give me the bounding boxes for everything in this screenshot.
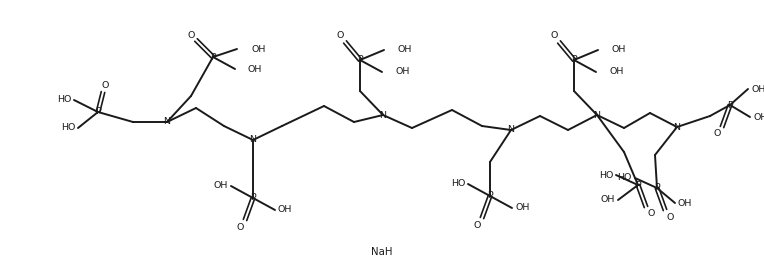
Text: OH: OH: [515, 204, 529, 212]
Text: NaH: NaH: [371, 247, 393, 257]
Text: O: O: [714, 130, 720, 138]
Text: OH: OH: [678, 198, 692, 208]
Text: HO: HO: [57, 95, 71, 105]
Text: P: P: [96, 108, 101, 117]
Text: P: P: [357, 56, 363, 64]
Text: O: O: [550, 31, 558, 40]
Text: HO: HO: [451, 179, 465, 189]
Text: OH: OH: [278, 205, 293, 215]
Text: OH: OH: [601, 195, 615, 205]
Text: HO: HO: [599, 170, 613, 179]
Text: P: P: [727, 101, 733, 109]
Text: O: O: [102, 80, 108, 89]
Text: OH: OH: [611, 46, 626, 54]
Text: O: O: [647, 209, 655, 218]
Text: N: N: [507, 125, 514, 134]
Text: OH: OH: [247, 64, 261, 73]
Text: N: N: [250, 136, 257, 144]
Text: O: O: [666, 212, 674, 221]
Text: N: N: [594, 111, 601, 120]
Text: OH: OH: [751, 85, 764, 93]
Text: OH: OH: [395, 67, 410, 76]
Text: OH: OH: [251, 44, 265, 53]
Text: P: P: [654, 183, 660, 192]
Text: OH: OH: [753, 112, 764, 121]
Text: OH: OH: [609, 67, 623, 76]
Text: O: O: [236, 222, 244, 231]
Text: P: P: [487, 192, 493, 201]
Text: HO: HO: [60, 124, 75, 133]
Text: O: O: [474, 221, 481, 230]
Text: P: P: [210, 53, 216, 62]
Text: O: O: [187, 31, 195, 40]
Text: O: O: [336, 31, 344, 40]
Text: P: P: [571, 56, 577, 64]
Text: OH: OH: [214, 182, 228, 191]
Text: P: P: [635, 180, 641, 189]
Text: P: P: [250, 193, 256, 202]
Text: N: N: [163, 118, 170, 127]
Text: OH: OH: [397, 46, 411, 54]
Text: HO: HO: [617, 173, 632, 182]
Text: N: N: [674, 122, 681, 131]
Text: N: N: [380, 111, 387, 120]
